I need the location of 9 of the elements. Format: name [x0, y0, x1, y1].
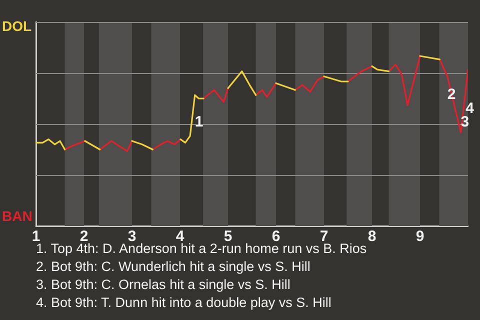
x-tick-label: 9 — [416, 228, 424, 246]
text: BAN — [2, 208, 32, 224]
annotation: 1 — [194, 113, 204, 130]
text: 3. Bot 9th: C. Ornelas hit a single vs S. Hill — [36, 276, 292, 294]
annotation: 4 — [466, 100, 475, 117]
text: 2. Bot 9th: C. Wunderlich hit a single vs S. Hill — [36, 258, 312, 276]
text: 4. Bot 9th: T. Dunn hit into a double play vs S. Hill — [36, 294, 332, 312]
x-tick-label: 8 — [368, 228, 376, 246]
text: DOL — [2, 18, 32, 34]
